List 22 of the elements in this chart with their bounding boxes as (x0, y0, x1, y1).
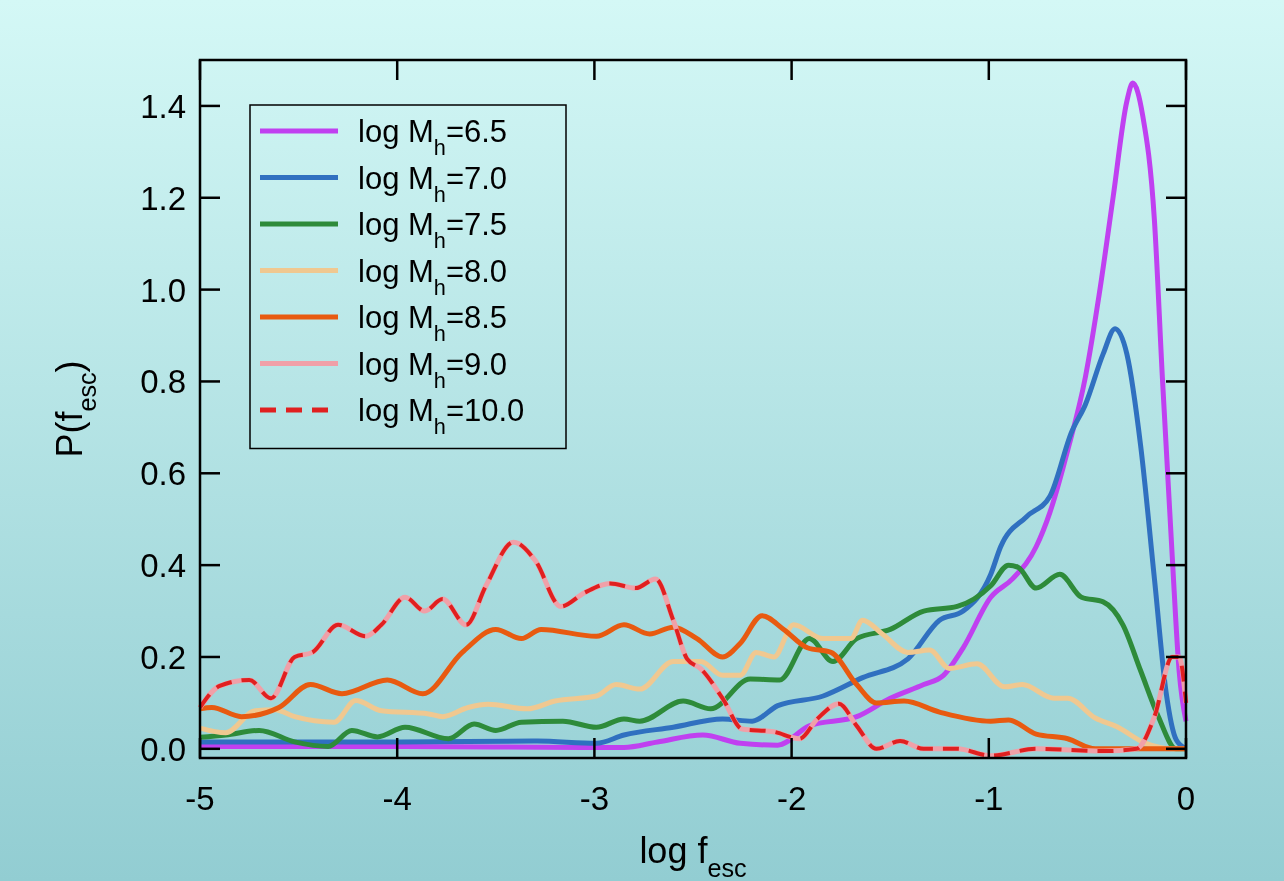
x-tick-label: 0 (1176, 780, 1196, 817)
y-tick-label: 0.2 (140, 638, 186, 676)
x-tick-label: -2 (776, 780, 807, 817)
y-tick-label: 1.0 (140, 271, 186, 309)
y-tick-label: 0.0 (140, 730, 186, 768)
y-tick-label: 0.4 (140, 547, 186, 585)
x-tick-label: -4 (382, 780, 412, 817)
legend-label: log M$_{h}$=8.5 (358, 300, 508, 346)
x-tick-label: -1 (974, 780, 1004, 817)
y-tick-label: 1.4 (140, 87, 186, 125)
x-axis-title: log f$_{esc}$ (639, 830, 747, 881)
legend-label: log M$_{h}$=6.5 (358, 114, 508, 160)
y-tick-label: 0.8 (140, 363, 186, 401)
legend-label: log M$_{h}$=7.5 (358, 207, 508, 253)
y-tick-label: 0.6 (140, 455, 186, 493)
y-tick-label: 1.2 (140, 179, 186, 217)
legend-label: log M$_{h}$=10.0 (358, 393, 525, 439)
x-tick-label: -3 (579, 780, 610, 817)
legend-label: log M$_{h}$=9.0 (358, 346, 508, 392)
legend-label: log M$_{h}$=8.0 (358, 253, 508, 299)
legend-label: log M$_{h}$=7.0 (358, 160, 508, 206)
x-tick-label: -5 (185, 780, 215, 817)
